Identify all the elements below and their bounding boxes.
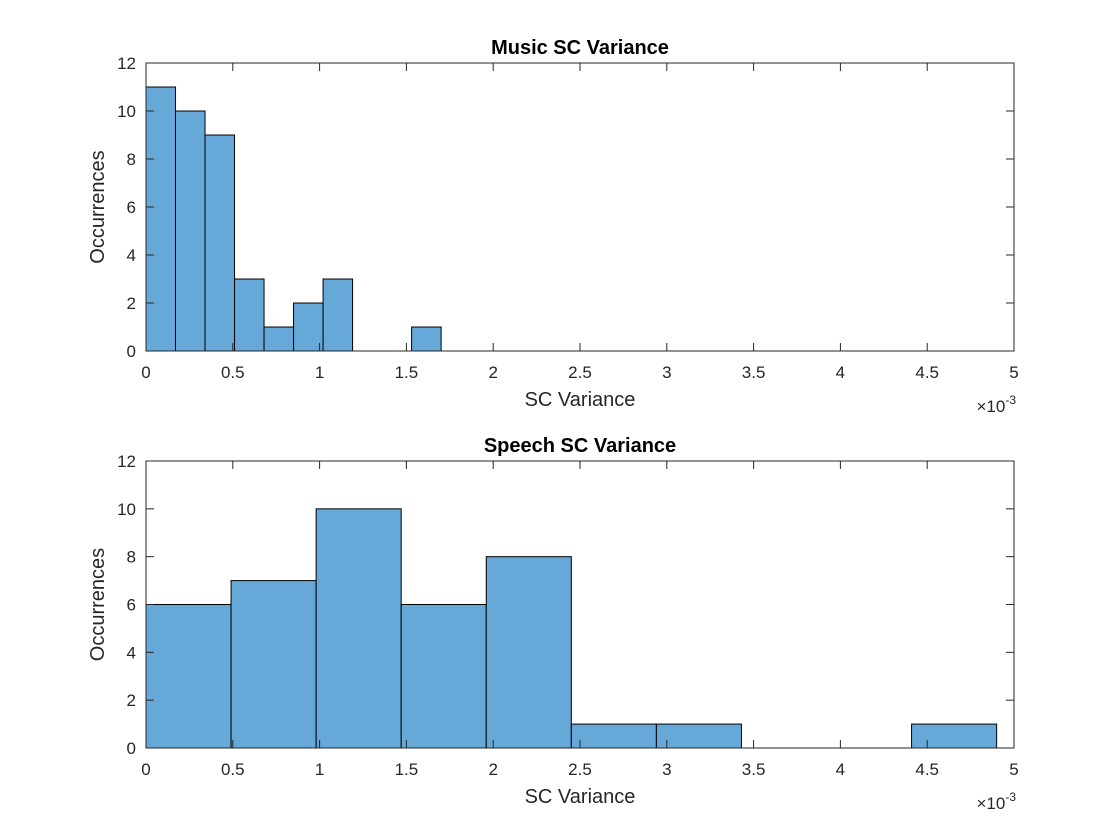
speech-xtick-label-3: 1.5 [395, 760, 419, 779]
speech-ytick-label-2: 4 [127, 643, 136, 662]
music-xtick-label-2: 1 [315, 363, 324, 382]
speech-ytick-label-1: 2 [127, 691, 136, 710]
music-ytick-label-1: 2 [127, 294, 136, 313]
music-x-tick-labels: 0 0.5 1 1.5 2 2.5 3 3.5 4 4.5 5 [141, 363, 1018, 382]
music-histogram-plot: 0 0.5 1 1.5 2 2.5 3 3.5 4 4.5 5 0 2 4 6 8 10 12 Music SC… [87, 37, 1019, 416]
speech-x-axis-label: SC Variance [525, 786, 636, 808]
music-chart-title: Music SC Variance [491, 37, 669, 59]
music-y-tick-labels: 0 2 4 6 8 10 12 [117, 54, 136, 361]
music-bars [145, 86, 442, 352]
music-bar-3 [234, 278, 265, 352]
speech-histogram-plot: 0 0.5 1 1.5 2 2.5 3 3.5 4 4.5 5 0 2 4 6 8 10 12 Speech S… [87, 435, 1019, 813]
music-ytick-label-4: 8 [127, 150, 136, 169]
music-x-axis-label: SC Variance [525, 389, 636, 411]
speech-bar-4 [485, 556, 572, 749]
speech-ytick-label-6: 12 [117, 452, 136, 471]
speech-bar-1 [230, 580, 317, 749]
music-xtick-label-9: 4.5 [915, 363, 939, 382]
speech-bar-6 [655, 723, 742, 749]
music-x-exponent: ×10-3 [976, 393, 1016, 416]
speech-bar-5 [570, 723, 657, 749]
speech-y-tick-labels: 0 2 4 6 8 10 12 [117, 452, 136, 758]
music-ytick-label-5: 10 [117, 102, 136, 121]
speech-y-axis-label: Occurrences [87, 548, 109, 661]
speech-xtick-label-1: 0.5 [221, 760, 245, 779]
speech-xtick-label-8: 4 [836, 760, 845, 779]
music-xtick-label-10: 5 [1009, 363, 1018, 382]
speech-xtick-label-7: 3.5 [742, 760, 766, 779]
speech-ytick-label-4: 8 [127, 548, 136, 567]
music-bar-6 [322, 278, 354, 352]
music-xtick-label-7: 3.5 [742, 363, 766, 382]
music-bar-2 [204, 134, 236, 352]
music-xtick-label-4: 2 [488, 363, 497, 382]
music-x-exponent-base: ×10 [976, 397, 1005, 416]
speech-chart-title: Speech SC Variance [484, 435, 676, 457]
music-x-exponent-power: -3 [1005, 393, 1016, 407]
speech-xtick-label-0: 0 [141, 760, 150, 779]
speech-bar-0 [145, 604, 232, 749]
music-ytick-label-0: 0 [127, 342, 136, 361]
music-xtick-label-3: 1.5 [395, 363, 419, 382]
speech-ticks [145, 460, 1015, 749]
speech-x-exponent: ×10-3 [976, 790, 1016, 813]
music-bar-5 [293, 302, 324, 352]
music-xtick-label-1: 0.5 [221, 363, 245, 382]
speech-x-tick-labels: 0 0.5 1 1.5 2 2.5 3 3.5 4 4.5 5 [141, 760, 1018, 779]
speech-xtick-label-5: 2.5 [568, 760, 592, 779]
speech-bar-3 [400, 604, 487, 749]
speech-xtick-label-9: 4.5 [915, 760, 939, 779]
speech-xtick-label-2: 1 [315, 760, 324, 779]
speech-bar-9 [911, 723, 998, 749]
music-bar-0 [145, 86, 177, 352]
speech-ytick-label-0: 0 [127, 739, 136, 758]
music-bar-4 [263, 326, 295, 352]
music-bar-9 [411, 326, 442, 352]
music-y-axis-label: Occurrences [87, 150, 109, 263]
music-ytick-label-3: 6 [127, 198, 136, 217]
music-ytick-label-6: 12 [117, 54, 136, 73]
speech-bars [145, 508, 998, 749]
music-xtick-label-5: 2.5 [568, 363, 592, 382]
music-bar-1 [175, 110, 206, 352]
music-xtick-label-6: 3 [662, 363, 671, 382]
speech-x-exponent-base: ×10 [976, 794, 1005, 813]
music-xtick-label-8: 4 [836, 363, 845, 382]
speech-bar-2 [315, 508, 402, 749]
music-ticks [145, 62, 1015, 352]
speech-xtick-label-4: 2 [488, 760, 497, 779]
speech-ytick-label-5: 10 [117, 500, 136, 519]
music-xtick-label-0: 0 [141, 363, 150, 382]
speech-ytick-label-3: 6 [127, 596, 136, 615]
music-ytick-label-2: 4 [127, 246, 136, 265]
speech-xtick-label-10: 5 [1009, 760, 1018, 779]
speech-x-exponent-power: -3 [1005, 790, 1016, 804]
speech-xtick-label-6: 3 [662, 760, 671, 779]
